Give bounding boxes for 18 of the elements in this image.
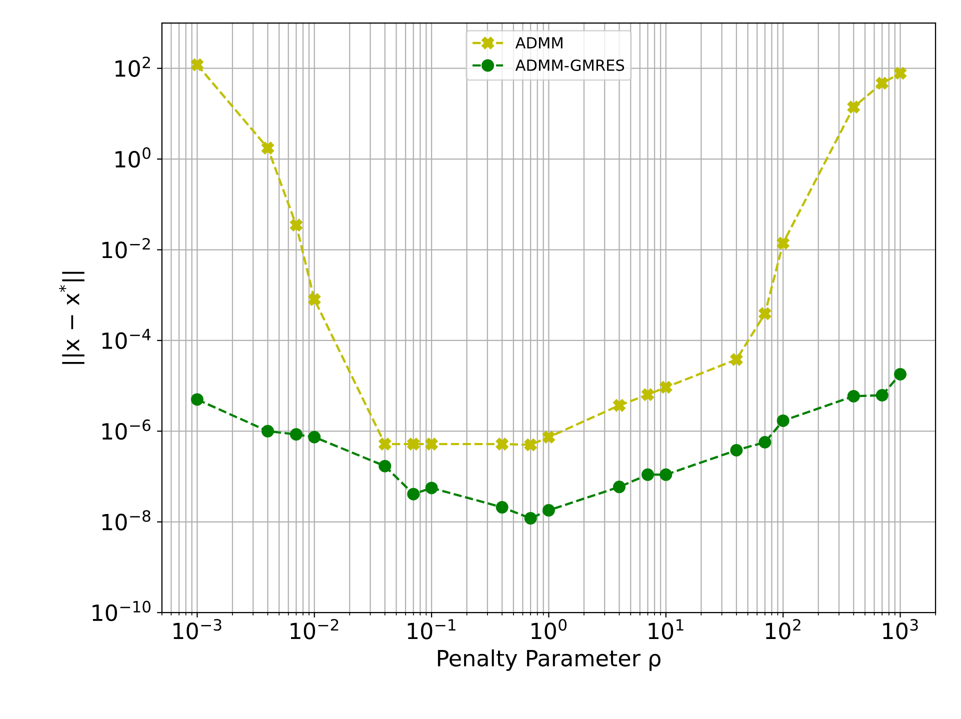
x-tick-label: 10$^{0}$: [532, 618, 567, 640]
x-tick-label: 10$^{−3}$: [174, 618, 222, 640]
x-tick-label: 10$^{2}$: [766, 618, 800, 640]
y-tick-label: 10$^{−6}$: [102, 419, 150, 440]
y-axis-title: ||x − x$^{*}$||: [59, 272, 84, 364]
x-tick-label: 10$^{−1}$: [408, 619, 456, 640]
y-tick-label: 10$^{−4}$: [102, 328, 151, 350]
y-tick-label: 10$^{−8}$: [102, 510, 150, 530]
y-tick-label: 10$^{2}$: [116, 56, 150, 77]
legend-label: ADMM: [515, 37, 562, 48]
y-tick-label: 10$^{−2}$: [102, 238, 150, 258]
legend-label: ADMM-GMRES: [515, 59, 624, 72]
x-tick-label: 10$^{3}$: [883, 618, 918, 640]
y-tick-label: 10$^{0}$: [116, 147, 150, 168]
y-tick-label: 10$^{−10}$: [92, 600, 150, 622]
x-axis-title: Penalty Parameter ρ: [438, 649, 660, 671]
x-tick-label: 10$^{1}$: [648, 619, 684, 640]
x-tick-label: 10$^{−2}$: [290, 618, 338, 640]
